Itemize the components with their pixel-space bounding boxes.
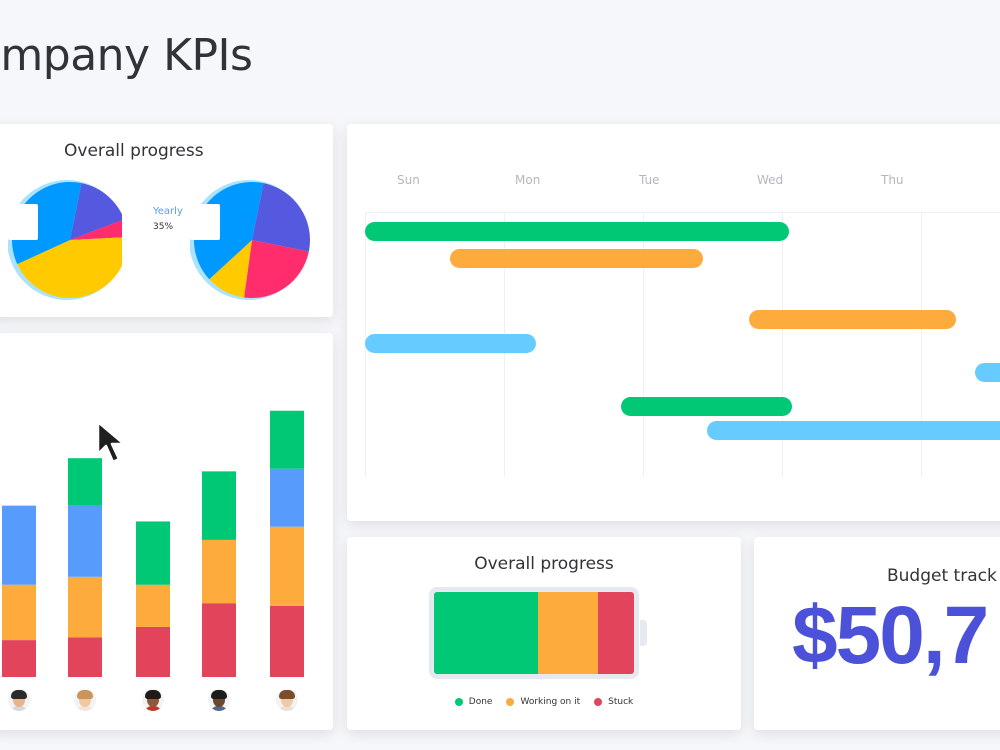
pie-slice[interactable] — [244, 240, 309, 298]
bar-segment[interactable] — [2, 640, 36, 677]
budget-tracker-card: Budget track $50,7 — [754, 537, 1000, 730]
avatar-hair — [77, 690, 93, 699]
gantt-bar[interactable] — [748, 310, 956, 329]
bar-segment[interactable] — [2, 505, 36, 585]
gantt-timeline-card: Sun Mon Tue Wed Thu — [347, 124, 1000, 521]
bar-segment[interactable] — [68, 505, 102, 577]
stacked-bar-chart-card — [0, 333, 333, 730]
page-title: ompany KPIs — [0, 30, 253, 81]
avatar-shirt — [76, 706, 94, 711]
pie-slice[interactable] — [70, 183, 122, 240]
bar-segment[interactable] — [68, 576, 102, 638]
pie-label-tab — [190, 204, 220, 240]
bar-segment[interactable] — [270, 410, 304, 469]
legend-dot-icon — [594, 698, 603, 706]
gantt-bar[interactable] — [365, 222, 789, 241]
budget-card-title: Budget track — [887, 566, 997, 586]
avatar-hair — [211, 690, 227, 699]
bar-segment[interactable] — [136, 584, 170, 627]
bar-segment[interactable] — [68, 458, 102, 506]
gantt-bar[interactable] — [365, 334, 536, 353]
pie-charts-card: Overall progress Yearly 35% — [0, 124, 333, 317]
avatar-shirt — [10, 706, 28, 711]
bar-segment[interactable] — [202, 539, 236, 604]
avatar-5[interactable] — [276, 689, 298, 711]
bar-segment[interactable] — [136, 521, 170, 585]
avatar-2[interactable] — [74, 689, 96, 711]
gantt-bar[interactable] — [706, 421, 1000, 440]
avatar-shirt — [278, 706, 296, 711]
bar-segment[interactable] — [68, 637, 102, 677]
pie-slice[interactable] — [252, 183, 310, 252]
pie-slice[interactable] — [209, 240, 252, 298]
gantt-header-divider — [365, 212, 1000, 213]
gantt-grid-line — [782, 212, 783, 477]
avatar-shirt — [144, 706, 162, 711]
battery-legend: Done Working on it Stuck — [347, 697, 741, 707]
battery-segment-working-on-it[interactable] — [538, 592, 598, 674]
gantt-day-tue: Tue — [639, 173, 660, 187]
avatar-3[interactable] — [142, 689, 164, 711]
pie-slice[interactable] — [11, 182, 82, 265]
bar-segment[interactable] — [270, 526, 304, 606]
gantt-day-sun: Sun — [397, 173, 420, 187]
stacked-bar-chart — [2, 410, 304, 677]
gantt-bar[interactable] — [449, 249, 703, 268]
legend-dot-icon — [506, 698, 515, 706]
battery-progress-card: Overall progress Done Working on it Stuck — [347, 537, 741, 730]
avatar-hair — [145, 690, 161, 699]
bar-segment[interactable] — [136, 626, 170, 677]
avatar-hair — [11, 690, 27, 699]
legend-label: Done — [468, 697, 493, 707]
avatar-hair — [279, 690, 295, 699]
pie-slice[interactable] — [17, 237, 122, 298]
gantt-grid-line — [643, 212, 644, 477]
battery-card-title: Overall progress — [474, 554, 614, 574]
gantt-bar[interactable] — [975, 363, 1000, 382]
legend-item: Stuck — [594, 697, 633, 707]
pie-card-title: Overall progress — [64, 141, 204, 161]
bar-segment[interactable] — [270, 468, 304, 527]
bar-segment[interactable] — [270, 605, 304, 677]
legend-label: Stuck — [608, 697, 634, 707]
gantt-grid-line — [921, 212, 922, 477]
battery-progress-bar[interactable] — [429, 587, 639, 679]
pie-yearly-label: Yearly — [153, 206, 183, 217]
battery-nub — [640, 620, 647, 646]
budget-value: $50,7 — [792, 590, 989, 681]
battery-segment-done[interactable] — [434, 592, 538, 674]
avatar-1[interactable] — [8, 689, 30, 711]
legend-item: Working on it — [506, 697, 580, 707]
legend-label: Working on it — [520, 697, 581, 707]
legend-item: Done — [454, 697, 493, 707]
bar-segment[interactable] — [2, 584, 36, 641]
gantt-day-thu: Thu — [881, 173, 904, 187]
avatar-shirt — [210, 706, 228, 711]
avatar-4[interactable] — [208, 689, 230, 711]
gantt-bar[interactable] — [620, 397, 792, 416]
bar-segment[interactable] — [202, 471, 236, 540]
bar-segment[interactable] — [202, 603, 236, 677]
gantt-day-wed: Wed — [757, 173, 784, 187]
battery-segment-stuck[interactable] — [598, 592, 634, 674]
pie-chart-2[interactable] — [190, 178, 314, 302]
mouse-pointer-icon — [96, 420, 126, 464]
pie-slice[interactable] — [70, 219, 122, 240]
legend-dot-icon — [454, 698, 463, 706]
pie-label-tab — [8, 204, 38, 240]
pie-yearly-value: 35% — [153, 222, 174, 232]
gantt-day-mon: Mon — [515, 173, 541, 187]
pie-chart-1[interactable] — [8, 178, 122, 302]
